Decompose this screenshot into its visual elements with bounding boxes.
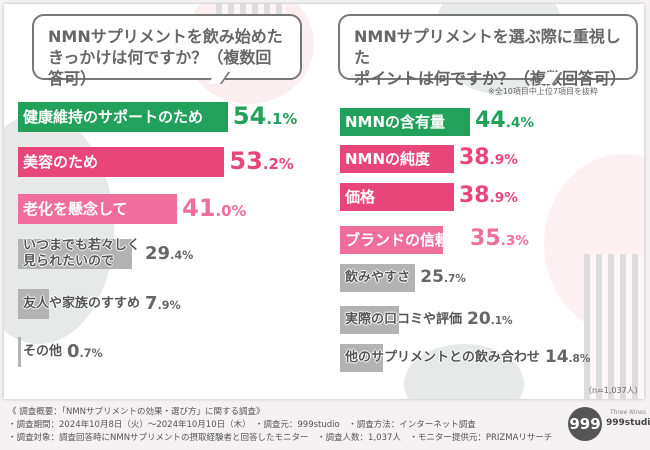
bar [18, 239, 133, 269]
decor-stripes [216, 4, 286, 14]
category-label: NMNの純度 [345, 150, 431, 168]
value-label: 44.4% [475, 108, 535, 134]
logo-sub: Three Nines [610, 409, 646, 416]
value-label: 41.0% [182, 194, 247, 223]
bar [340, 108, 471, 136]
category-label: 価格 [345, 188, 376, 206]
subset-note: ※全10項目中上位7項目を抜粋 [488, 87, 598, 96]
category-label: 老化を懸念して [23, 200, 128, 218]
footer-line: ・調査対象：調査回答時にNMNサプリメントの摂取経験者と回答したモニター ・調査… [8, 433, 553, 443]
category-label: NMNの含有量 [345, 113, 446, 131]
bar [18, 337, 21, 367]
category-label: 実際の口コミや評価 [345, 312, 463, 327]
bar [340, 344, 384, 372]
bar [340, 306, 399, 334]
footer-line: 《 調査概要：「NMNサプリメントの効果・選び方」に関する調査》 [8, 407, 265, 417]
value-label: 14.8% [544, 347, 591, 368]
value-label: 20.1% [467, 309, 513, 330]
value-label: 29.4% [145, 242, 194, 264]
value-label: 53.2% [229, 147, 294, 176]
value-label: 0.7% [67, 340, 103, 362]
value-label: 38.9% [458, 145, 518, 171]
value-label: 35.3% [470, 226, 529, 252]
bar [340, 264, 416, 292]
bar [340, 145, 454, 173]
question-line: NMNサプリメントを飲み始めた [48, 27, 283, 46]
category-label: 美容のため [23, 153, 99, 171]
question-bubble-right: NMNサプリメントを選ぶ際に重視した ポイントは何ですか？（複数回答可） [338, 14, 638, 88]
survey-footer: 《 調査概要：「NMNサプリメントの効果・選び方」に関する調査》 ・調査期間：2… [8, 406, 552, 445]
category-label: 他のサプリメントとの飲み合わせ [345, 350, 540, 365]
logo-mark: 999 [568, 407, 602, 441]
logo-name: 999studio [606, 418, 650, 428]
question-line: きっかけは何ですか？（複数回答可） [48, 48, 272, 88]
decor-stripes [584, 254, 644, 399]
sample-size: （n=1,037人） [584, 386, 643, 395]
category-label: その他 [23, 344, 63, 359]
category-label: 健康維持のサポートのため [23, 108, 204, 126]
bar [340, 226, 444, 254]
category-label: いつまでも若々しく 見られたいので [23, 238, 141, 269]
bar [18, 102, 228, 132]
category-label: 飲みやすさ [345, 270, 411, 285]
bar [340, 183, 454, 211]
category-label: ブランドの信頼性 [345, 231, 466, 249]
value-label: 25.7% [420, 267, 466, 288]
bar [18, 147, 225, 177]
category-label: 友人や家族のすすめ [23, 296, 141, 311]
value-label: 54.1% [232, 102, 298, 131]
bar [18, 289, 49, 319]
bar [18, 194, 178, 224]
value-label: 38.9% [458, 183, 518, 209]
question-bubble-left: NMNサプリメントを飲み始めた きっかけは何ですか？（複数回答可） [32, 14, 302, 88]
footer-line: ・調査期間：2024年10月8日（火）～2024年10月10日（木） ・調査元：… [8, 420, 476, 430]
value-label: 7.9% [145, 292, 181, 314]
infographic-card: NMNサプリメントを飲み始めた きっかけは何ですか？（複数回答可） NMNサプリ… [4, 4, 644, 399]
question-line: NMNサプリメントを選ぶ際に重視した [354, 27, 621, 67]
